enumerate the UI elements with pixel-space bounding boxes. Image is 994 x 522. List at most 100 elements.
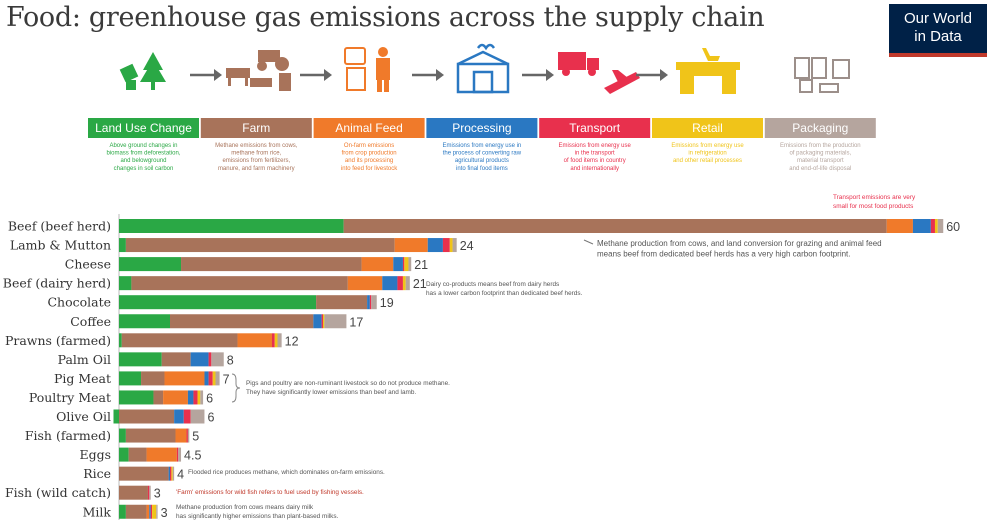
bar-segment <box>153 390 164 405</box>
bar-total-label: 12 <box>285 334 299 348</box>
stage-label: Retail <box>692 121 723 135</box>
stage-label: Transport <box>569 121 621 135</box>
annotation-text: Methane production from cows, and land c… <box>597 239 882 248</box>
stage-description: Emissions from the production <box>780 143 861 149</box>
bar-segment <box>125 504 147 519</box>
bar-segment <box>405 276 410 291</box>
stage-label: Land Use Change <box>95 121 192 135</box>
bar-segment <box>190 352 209 367</box>
bar-segment <box>369 295 372 310</box>
bar-total-label: 5 <box>192 430 199 444</box>
bar-segment <box>176 447 179 462</box>
bar-segment <box>393 257 403 272</box>
annotation-text: means beef from dedicated beef herds has… <box>597 250 850 259</box>
bar-segment <box>371 295 377 310</box>
bar-segment <box>161 352 191 367</box>
bar-segment <box>367 295 370 310</box>
bar-segment <box>193 390 198 405</box>
bar-segment <box>208 371 213 386</box>
arrow-icon <box>412 69 444 81</box>
bar-segment <box>119 257 182 272</box>
stage-box-0 <box>88 118 199 138</box>
truck-plane-icon <box>558 52 640 94</box>
bar-segment <box>119 504 126 519</box>
bar-segment <box>322 314 325 329</box>
stage-description: Emissions from energy use <box>671 143 744 149</box>
logo-line-2: in Data <box>914 28 962 45</box>
stage-description: the process of converting raw <box>443 151 522 157</box>
bar-segment <box>274 333 278 348</box>
bar-segment <box>170 314 314 329</box>
stage-box-2 <box>313 118 425 138</box>
bar-segment <box>886 219 913 233</box>
bar-segment <box>212 371 216 386</box>
annotation-text: Transport emissions are very <box>833 194 916 201</box>
owid-logo[interactable]: Our World in Data <box>889 4 987 57</box>
bar-segment <box>190 409 205 424</box>
bar-segment <box>125 428 176 443</box>
bar-total-label: 6 <box>206 391 213 405</box>
row-label: Palm Oil <box>58 352 111 367</box>
stage-description: On-farm emissions <box>344 143 394 149</box>
bar-segment <box>215 371 220 386</box>
stage-label: Farm <box>242 121 270 135</box>
bar-segment <box>408 257 412 272</box>
annotation-text: They have significantly lower emissions … <box>246 389 416 396</box>
bar-segment <box>171 466 173 481</box>
stage-description: Above ground changes in <box>109 143 177 149</box>
annotation-text: 'Farm' emissions for wild fish refers to… <box>176 489 364 496</box>
stage-description: of packaging materials, <box>789 151 851 157</box>
arrow-icon <box>636 69 668 81</box>
bar-segment <box>277 333 282 348</box>
bar-segment <box>402 276 406 291</box>
stage-description: into final food items <box>456 166 508 172</box>
chart-title: Food: greenhouse gas emissions across th… <box>6 2 765 33</box>
annotation-text: Flooded rice produces methane, which dom… <box>188 469 385 476</box>
bar-segment <box>324 314 347 329</box>
bar-segment <box>183 409 191 424</box>
bar-segment <box>149 485 151 500</box>
row-label: Eggs <box>79 447 111 462</box>
row-label: Fish (wild catch) <box>5 485 111 500</box>
bar-segment <box>175 428 187 443</box>
bar-segment <box>208 352 212 367</box>
stage-description: biomass from deforestation, <box>106 151 180 157</box>
stage-description: emissions from fertilizers, <box>222 158 290 164</box>
bar-segment <box>181 257 362 272</box>
stage-box-3 <box>426 118 538 138</box>
stage-label: Processing <box>452 121 511 135</box>
bar-segment <box>125 238 395 253</box>
stage-description: Methane emissions from cows, <box>215 143 298 149</box>
bar-segment <box>141 371 165 386</box>
annotation-text: small for most food products <box>833 203 913 210</box>
bar-segment <box>237 333 272 348</box>
row-label: Poultry Meat <box>29 390 111 405</box>
tree-stump-icon <box>119 52 166 90</box>
bar-segment <box>272 333 275 348</box>
stage-legend: Land Use Change Above ground changes in bi… <box>88 118 876 172</box>
bar-segment <box>187 390 194 405</box>
stage-description: into feed for livestock <box>341 166 398 172</box>
stage-description: material transport <box>797 158 844 164</box>
bar-segment <box>174 409 184 424</box>
bar-segment <box>404 257 409 272</box>
bar-segment <box>119 485 148 500</box>
stage-icons <box>119 43 850 94</box>
stage-box-5 <box>652 118 763 138</box>
bar-segment <box>937 219 944 233</box>
bar-segment <box>397 276 403 291</box>
bar-total-label: 6 <box>207 411 214 425</box>
bar-total-label: 24 <box>460 239 474 253</box>
row-label: Milk <box>83 504 112 519</box>
bar-segment <box>119 390 154 405</box>
stage-description: methane from rice, <box>231 151 281 157</box>
bar-segment <box>147 485 150 500</box>
bar-segment <box>172 466 175 481</box>
stage-description: manure, and farm machinery <box>218 166 295 172</box>
bar-segment <box>119 276 132 291</box>
bar-segment <box>113 409 119 424</box>
stage-box-6 <box>764 118 876 138</box>
factory-icon <box>456 43 510 94</box>
bar-segment <box>361 257 394 272</box>
